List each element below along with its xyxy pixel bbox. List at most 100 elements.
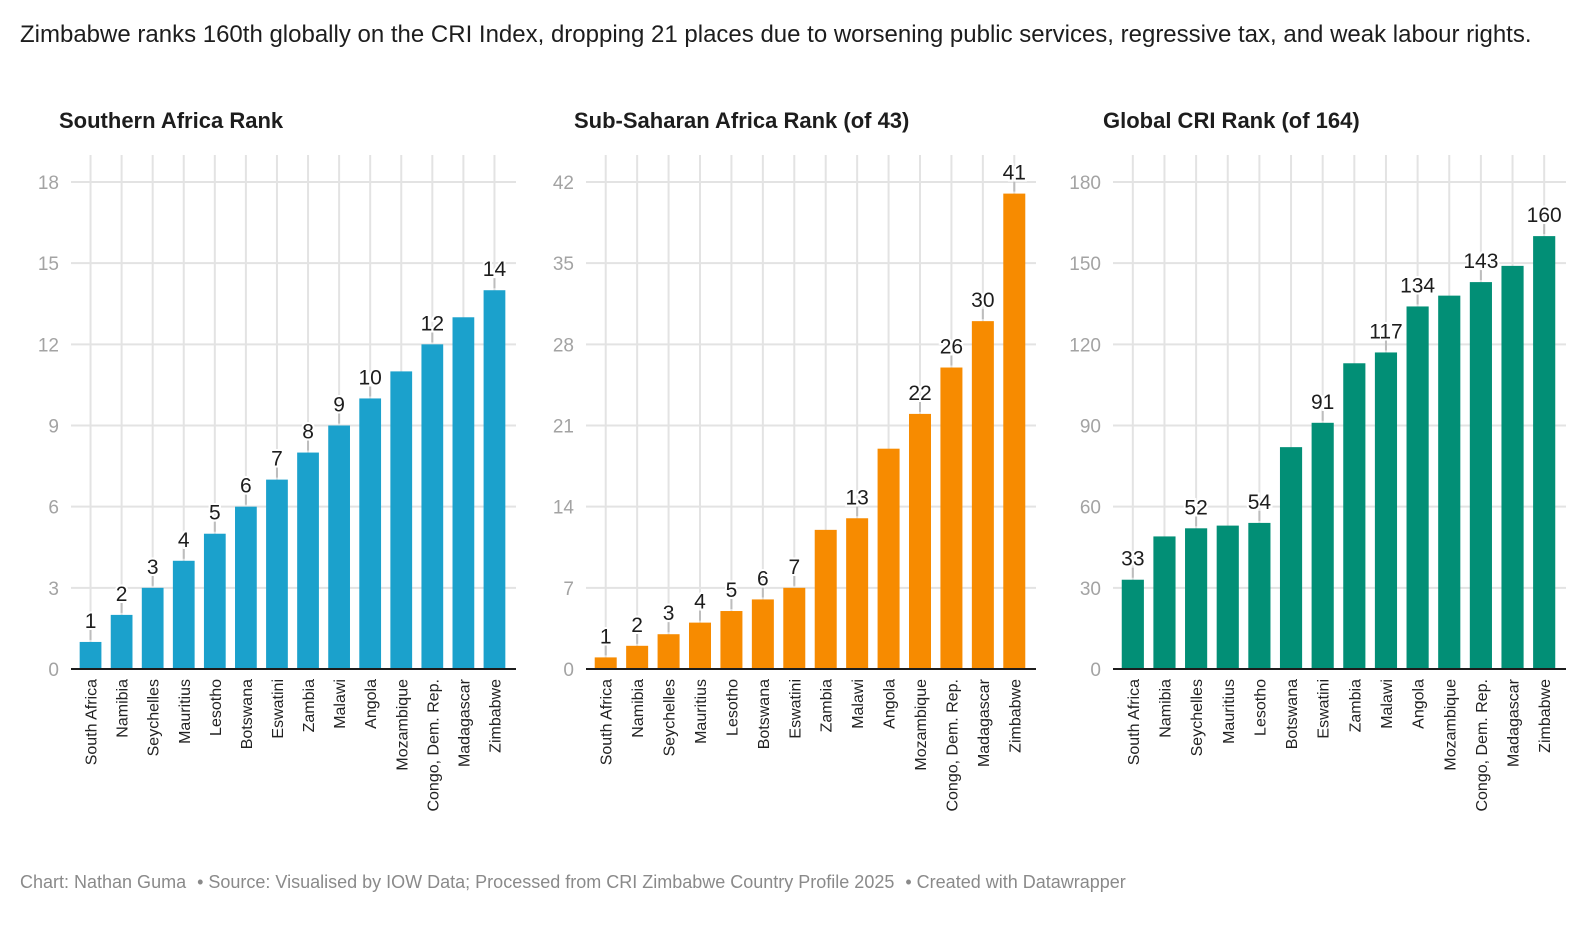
bar[interactable]	[1438, 295, 1461, 669]
y-tick-label: 30	[1080, 579, 1101, 600]
bar[interactable]	[79, 641, 102, 669]
data-label: 33	[1121, 548, 1144, 571]
data-label: 4	[178, 529, 190, 552]
bar[interactable]	[421, 344, 444, 669]
bar[interactable]	[1216, 525, 1239, 669]
footer-credit: Chart: Nathan Guma	[20, 872, 187, 892]
y-tick-label: 7	[563, 579, 574, 600]
y-tick-label: 28	[553, 335, 574, 356]
bar[interactable]	[235, 506, 257, 669]
x-tick-label: South Africa	[84, 679, 101, 765]
bar[interactable]	[626, 645, 649, 669]
x-tick-label: Congo, Dem. Rep.	[944, 679, 961, 812]
bar[interactable]	[203, 533, 226, 669]
x-tick-label: Lesotho	[724, 679, 741, 736]
bar[interactable]	[1406, 306, 1429, 669]
bar[interactable]	[783, 587, 806, 669]
bar[interactable]	[751, 599, 774, 669]
data-label: 8	[302, 421, 314, 444]
bar[interactable]	[594, 657, 617, 669]
x-tick-label: Malawi	[332, 679, 349, 729]
bar[interactable]	[814, 529, 837, 669]
y-tick-label: 18	[38, 173, 59, 194]
y-tick-label: 6	[48, 498, 59, 519]
x-tick-label: Mozambique	[1442, 679, 1459, 771]
bar[interactable]	[1153, 536, 1176, 669]
panel-sub-saharan-africa: Sub-Saharan Africa Rank (of 43) 0 7 14 21 28…	[530, 100, 1036, 840]
x-tick-label: Botswana	[1284, 679, 1301, 749]
data-label: 5	[209, 502, 221, 525]
bar[interactable]	[1003, 193, 1026, 669]
x-tick-label: Zimbabwe	[1007, 679, 1024, 753]
x-tick-label: Namibia	[630, 679, 647, 738]
x-tick-label: Mauritius	[693, 679, 710, 744]
data-label: 117	[1369, 320, 1402, 343]
data-label: 3	[663, 602, 675, 625]
x-tick-label: Namibia	[115, 679, 132, 738]
x-tick-label: Namibia	[1157, 679, 1174, 738]
chart-headline: Zimbabwe ranks 160th globally on the CRI…	[20, 21, 1532, 48]
bar[interactable]	[328, 425, 350, 670]
y-tick-label: 150	[1069, 254, 1101, 275]
data-label: 134	[1400, 274, 1435, 297]
bar[interactable]	[1185, 528, 1208, 669]
bar[interactable]	[971, 321, 994, 669]
bar[interactable]	[1501, 265, 1524, 669]
y-tick-label: 15	[38, 254, 59, 275]
bar[interactable]	[297, 452, 319, 669]
bar[interactable]	[1374, 352, 1398, 669]
data-label: 1	[85, 610, 97, 633]
bar[interactable]	[266, 479, 288, 669]
bar[interactable]	[1533, 236, 1556, 669]
x-tick-label: Lesotho	[1252, 679, 1269, 736]
bar[interactable]	[483, 290, 506, 669]
x-tick-label: Zambia	[301, 679, 318, 732]
x-tick-label: Seychelles	[662, 679, 679, 756]
x-tick-label: Mozambique	[913, 679, 930, 771]
bar[interactable]	[359, 398, 382, 669]
bar[interactable]	[452, 317, 475, 669]
panel-global-cri: Global CRI Rank (of 164) 0 30 60 90 120 150 18…	[1045, 100, 1566, 840]
bar[interactable]	[172, 560, 195, 669]
data-label: 4	[694, 591, 706, 614]
bar[interactable]	[657, 634, 680, 669]
bar-chart-southern-africa: 0 3 6 9 12 15 18 1 South Africa 2 Namibia 3 Seychell…	[38, 155, 516, 812]
bar[interactable]	[1248, 522, 1271, 669]
bar[interactable]	[1121, 579, 1144, 669]
bar[interactable]	[110, 614, 133, 669]
data-label: 54	[1248, 491, 1272, 514]
bar[interactable]	[909, 413, 931, 669]
x-tick-label: Botswana	[756, 679, 773, 749]
y-tick-label: 0	[1090, 660, 1101, 681]
bar[interactable]	[1469, 282, 1492, 669]
bar[interactable]	[689, 622, 711, 669]
bar[interactable]	[877, 448, 900, 669]
data-label: 2	[116, 583, 128, 606]
y-tick-label: 9	[48, 417, 59, 438]
y-tick-label: 42	[553, 173, 574, 194]
bar[interactable]	[1311, 422, 1334, 669]
bar[interactable]	[940, 367, 963, 669]
bar[interactable]	[720, 611, 743, 669]
y-tick-label: 12	[38, 335, 59, 356]
data-label: 6	[240, 475, 252, 498]
bar-chart-global-cri: 0 30 60 90 120 150 180 33 South Africa Namibia 52 S…	[1069, 155, 1566, 812]
bar[interactable]	[390, 371, 413, 669]
x-tick-label: Congo, Dem. Rep.	[425, 679, 442, 812]
data-label: 52	[1184, 496, 1207, 519]
bar[interactable]	[1279, 447, 1303, 669]
bar[interactable]	[141, 587, 164, 669]
x-tick-label: South Africa	[599, 679, 616, 765]
bar[interactable]	[846, 518, 869, 669]
panel-title: Sub-Saharan Africa Rank (of 43)	[574, 108, 910, 133]
y-tick-label: 3	[48, 579, 59, 600]
data-label: 6	[757, 567, 769, 590]
bar[interactable]	[1343, 363, 1366, 669]
y-tick-label: 14	[553, 498, 575, 519]
data-label: 12	[421, 312, 444, 335]
panel-title: Southern Africa Rank	[59, 108, 284, 133]
data-label: 9	[333, 394, 345, 417]
bar-chart-sub-saharan-africa: 0 7 14 21 28 35 42 1 South Africa 2 Namibia 3 Seyche…	[553, 155, 1036, 812]
x-tick-label: Madagascar	[1506, 678, 1523, 767]
x-tick-label: Angola	[1411, 679, 1428, 729]
